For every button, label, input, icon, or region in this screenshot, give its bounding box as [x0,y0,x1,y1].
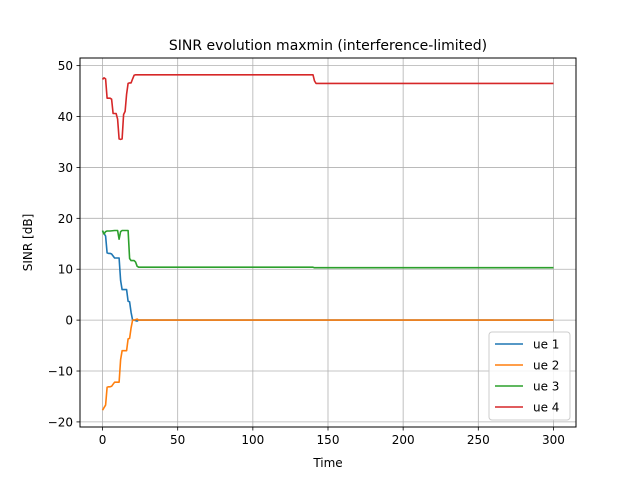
legend-label-ue-2: ue 2 [533,359,559,373]
x-tick-label: 150 [317,433,340,447]
legend: ue 1 ue 2 ue 3 ue 4 [488,331,571,421]
series-line-ue-4 [101,74,554,141]
y-tick-label: 20 [58,212,73,226]
legend-box [488,331,571,421]
x-tick-label: 200 [392,433,415,447]
series-line-ue-2 [101,318,554,411]
legend-label-ue-1: ue 1 [533,338,559,352]
series-line-ue-3 [101,229,554,269]
y-tick-label: 10 [58,263,73,277]
y-tick-label: 40 [58,110,73,124]
x-tick-label: 250 [467,433,490,447]
x-tick-label: 300 [542,433,565,447]
y-tick-label: 30 [58,161,73,175]
y-tick-label: −10 [48,365,73,379]
series-lines [101,74,554,411]
x-axis-label: Time [312,456,342,470]
x-tick-label: 50 [170,433,185,447]
y-tick-label: 50 [58,59,73,73]
x-tick-label: 0 [99,433,107,447]
y-tick-label: 0 [65,314,73,328]
y-axis-label: SINR [dB] [21,214,35,272]
legend-label-ue-4: ue 4 [533,401,559,415]
chart-title: SINR evolution maxmin (interference-limi… [169,38,487,54]
x-tick-label: 100 [241,433,264,447]
legend-label-ue-3: ue 3 [533,380,559,394]
axis-ticks: 0 50 100 150 200 250 300 −20 −10 0 10 20 30 40 50 [48,59,565,447]
y-tick-label: −20 [48,415,73,429]
